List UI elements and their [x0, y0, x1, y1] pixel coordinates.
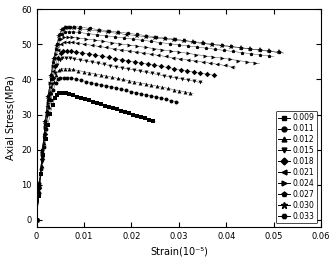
X-axis label: Strain(10⁻⁵): Strain(10⁻⁵) — [150, 247, 208, 256]
Y-axis label: Axial Stress(MPa): Axial Stress(MPa) — [6, 76, 15, 160]
Legend: 0.009, 0.011, 0.012, 0.015, 0.018, 0.021, 0.024, 0.027, 0.030, 0.033: 0.009, 0.011, 0.012, 0.015, 0.018, 0.021… — [276, 111, 318, 223]
